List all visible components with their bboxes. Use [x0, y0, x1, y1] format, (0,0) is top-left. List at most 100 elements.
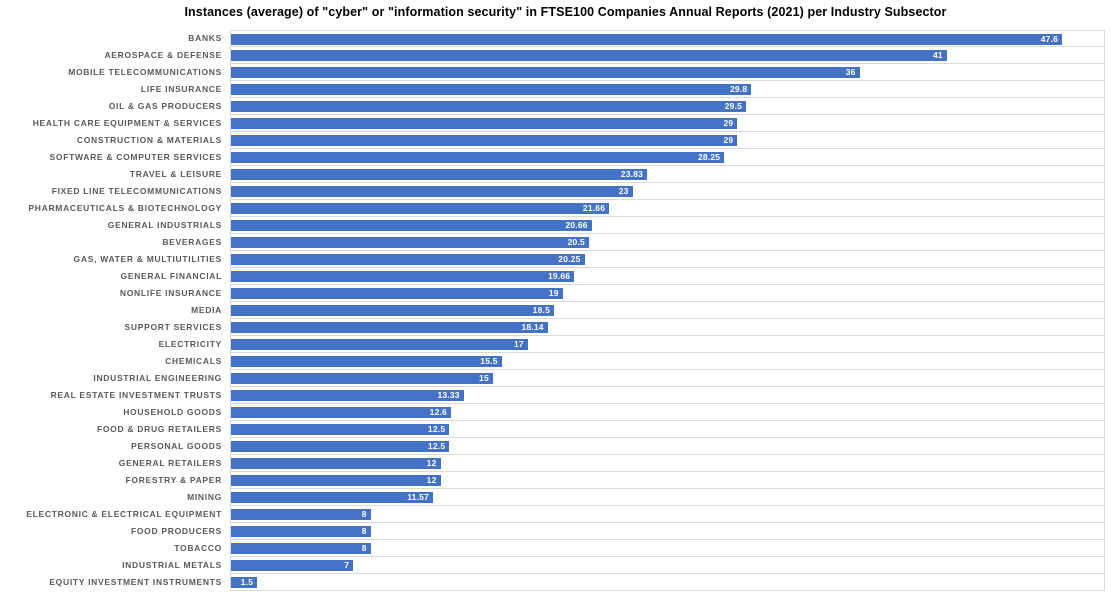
bar: 15: [231, 373, 493, 384]
category-label: AEROSPACE & DEFENSE: [104, 50, 222, 60]
chart-row: TOBACCO 8: [0, 540, 1105, 557]
value-label: 20.66: [565, 220, 588, 230]
chart-row: HOUSEHOLD GOODS 12.6: [0, 404, 1105, 421]
chart-row: BEVERAGES 20.5: [0, 234, 1105, 251]
bar: 7: [231, 560, 354, 571]
bar-track: 8: [230, 506, 1105, 523]
category-label: EQUITY INVESTMENT INSTRUMENTS: [49, 577, 222, 587]
value-label: 8: [361, 526, 367, 536]
bar-track: 12.5: [230, 438, 1105, 455]
value-label: 23: [618, 186, 629, 196]
bar: 15.5: [231, 356, 502, 367]
chart-row: FOOD & DRUG RETAILERS 12.5: [0, 421, 1105, 438]
bar: 23: [231, 186, 633, 197]
chart-row: FORESTRY & PAPER 12: [0, 472, 1105, 489]
value-label: 17: [513, 339, 524, 349]
bar: 20.66: [231, 220, 592, 231]
chart-row: EQUITY INVESTMENT INSTRUMENTS 1.5: [0, 574, 1105, 591]
chart-row: INDUSTRIAL ENGINEERING 15: [0, 370, 1105, 387]
bar-track: 29.8: [230, 81, 1105, 98]
bar-track: 12: [230, 472, 1105, 489]
value-label: 29.8: [729, 84, 748, 94]
value-label: 19: [548, 288, 559, 298]
bar: 19.66: [231, 271, 575, 282]
category-label: HOUSEHOLD GOODS: [123, 407, 222, 417]
bar: 18.5: [231, 305, 554, 316]
category-label: FIXED LINE TELECOMMUNICATIONS: [51, 186, 222, 196]
chart-row: LIFE INSURANCE 29.8: [0, 81, 1105, 98]
bar-track: 23.83: [230, 166, 1105, 183]
bar-track: 41: [230, 47, 1105, 64]
bar-track: 8: [230, 540, 1105, 557]
bar: 41: [231, 50, 947, 61]
bar: 13.33: [231, 390, 464, 401]
category-label: CHEMICALS: [165, 356, 222, 366]
chart-row: GAS, WATER & MULTIUTILITIES 20.25: [0, 251, 1105, 268]
chart-row: PERSONAL GOODS 12.5: [0, 438, 1105, 455]
bar: 12.5: [231, 441, 450, 452]
chart-row: ELECTRICITY 17: [0, 336, 1105, 353]
bar-track: 7: [230, 557, 1105, 574]
value-label: 20.5: [567, 237, 585, 247]
bar: 8: [231, 543, 371, 554]
category-label: NONLIFE INSURANCE: [119, 288, 222, 298]
bar: 29.5: [231, 101, 747, 112]
chart-row: GENERAL INDUSTRIALS 20.66: [0, 217, 1105, 234]
bar-track: 13.33: [230, 387, 1105, 404]
bar-track: 15: [230, 370, 1105, 387]
bar-track: 36: [230, 64, 1105, 81]
bar: 12: [231, 458, 441, 469]
bar: 8: [231, 526, 371, 537]
bar: 1.5: [231, 577, 258, 588]
bar: 47.6: [231, 34, 1063, 45]
chart-row: GENERAL RETAILERS 12: [0, 455, 1105, 472]
bar: 28.25: [231, 152, 725, 163]
category-label: PHARMACEUTICALS & BIOTECHNOLOGY: [28, 203, 222, 213]
category-label: GENERAL INDUSTRIALS: [107, 220, 222, 230]
value-label: 29.5: [724, 101, 743, 111]
category-label: INDUSTRIAL ENGINEERING: [93, 373, 222, 383]
bar-track: 12.5: [230, 421, 1105, 438]
category-label: MINING: [187, 492, 222, 502]
category-label: ELECTRICITY: [158, 339, 222, 349]
value-label: 21.66: [582, 203, 606, 213]
value-label: 47.6: [1040, 34, 1059, 44]
chart-row: MEDIA 18.5: [0, 302, 1105, 319]
chart-row: PHARMACEUTICALS & BIOTECHNOLOGY 21.66: [0, 200, 1105, 217]
bar: 20.5: [231, 237, 589, 248]
bar-track: 29: [230, 115, 1105, 132]
bar-track: 29.5: [230, 98, 1105, 115]
value-label: 12: [426, 475, 437, 485]
bar-track: 15.5: [230, 353, 1105, 370]
category-label: BANKS: [188, 33, 222, 43]
bar-chart: BANKS 47.6 AEROSPACE & DEFENSE 41 MOBILE TEL…: [0, 30, 1105, 591]
chart-row: SOFTWARE & COMPUTER SERVICES 28.25: [0, 149, 1105, 166]
bar-track: 8: [230, 523, 1105, 540]
chart-title: Instances (average) of "cyber" or "infor…: [184, 5, 947, 19]
value-label: 29: [723, 118, 734, 128]
chart-row: HEALTH CARE EQUIPMENT & SERVICES 29: [0, 115, 1105, 132]
value-label: 15: [479, 373, 489, 383]
category-label: OIL & GAS PRODUCERS: [108, 101, 222, 111]
value-label: 8: [361, 543, 367, 553]
bar-track: 12: [230, 455, 1105, 472]
bar-track: 12.6: [230, 404, 1105, 421]
chart-row: MINING 11.57: [0, 489, 1105, 506]
chart-row: OIL & GAS PRODUCERS 29.5: [0, 98, 1105, 115]
category-label: GAS, WATER & MULTIUTILITIES: [73, 254, 222, 264]
category-label: FOOD PRODUCERS: [130, 526, 222, 536]
category-label: INDUSTRIAL METALS: [122, 560, 222, 570]
bar: 29.8: [231, 84, 752, 95]
bar-track: 28.25: [230, 149, 1105, 166]
category-label: HEALTH CARE EQUIPMENT & SERVICES: [32, 118, 222, 128]
value-label: 36: [845, 67, 856, 77]
value-label: 8: [361, 509, 367, 519]
bar-track: 1.5: [230, 574, 1105, 591]
bar-track: 17: [230, 336, 1105, 353]
bar-track: 18.5: [230, 302, 1105, 319]
value-label: 18.5: [532, 305, 550, 315]
value-label: 12.6: [429, 407, 447, 417]
bar-track: 21.66: [230, 200, 1105, 217]
bar: 18.14: [231, 322, 548, 333]
bar: 29: [231, 135, 738, 146]
